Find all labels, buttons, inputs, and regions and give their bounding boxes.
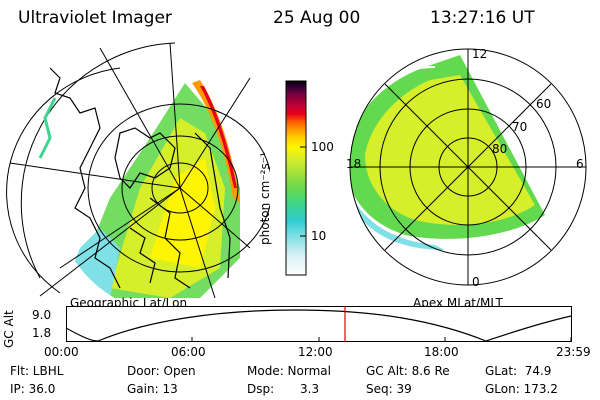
info-dsp-label: Dsp: (247, 382, 275, 396)
magnetic-map (349, 48, 587, 286)
colorbar-tick-10: 10 (311, 229, 327, 243)
timeline-ytick-high: 9.0 (32, 308, 52, 322)
aurora-image-magnetic (350, 55, 545, 250)
timeline-frame (66, 306, 572, 342)
mlt-label-12: 12 (472, 47, 488, 61)
timeline-xtick-1800: 18:00 (424, 345, 459, 359)
colorbar-unit-label: photon cm⁻²s⁻¹ (258, 152, 272, 245)
coastlines (49, 67, 231, 289)
colorbar-tick-100: 100 (311, 140, 334, 154)
globe-outline (20, 42, 176, 279)
mlat-label-80: 80 (492, 142, 508, 156)
info-door: Door: Open (127, 364, 196, 378)
timeline-xtick-2359: 23:59 (556, 345, 591, 359)
mlt-label-0: 0 (472, 275, 480, 289)
altitude-timeline (66, 306, 572, 342)
timeline-ticks (66, 337, 572, 342)
mlt-label-6: 6 (576, 157, 584, 171)
mlt-label-18: 18 (346, 157, 362, 171)
timeline-axis-label: GC Alt (2, 310, 16, 348)
timeline-ytick-low: 1.8 (32, 326, 52, 340)
colorbar (285, 80, 307, 276)
mlat-label-60: 60 (536, 97, 552, 111)
timeline-xtick-1200: 12:00 (298, 345, 333, 359)
geographic-map (6, 42, 270, 298)
info-glat: GLat: 74.9 (485, 364, 552, 378)
info-gain: Gain: 13 (127, 382, 178, 396)
altitude-curve (66, 309, 572, 342)
timeline-xtick-0000: 00:00 (44, 345, 79, 359)
info-seq: Seq: 39 (366, 382, 412, 396)
info-dsp-value: 3.3 (300, 382, 320, 396)
mlat-label-70: 70 (512, 120, 528, 134)
info-gc-alt: GC Alt: 8.6 Re (366, 364, 450, 378)
aurora-fringe (38, 97, 57, 159)
meridians (9, 42, 251, 298)
timeline-xtick-0600: 06:00 (171, 345, 206, 359)
info-glon: GLon: 173.2 (485, 382, 558, 396)
lat-circles (6, 67, 270, 294)
instrument-title: Ultraviolet Imager (18, 8, 172, 28)
info-mode: Mode: Normal (247, 364, 331, 378)
info-flt: Flt: LBHL (10, 364, 64, 378)
date-label: 25 Aug 00 (273, 8, 361, 28)
time-label: 13:27:16 UT (430, 8, 535, 28)
mlt-lines (350, 49, 586, 285)
aurora-image-geographic (60, 80, 240, 298)
info-ip: IP: 36.0 (10, 382, 56, 396)
